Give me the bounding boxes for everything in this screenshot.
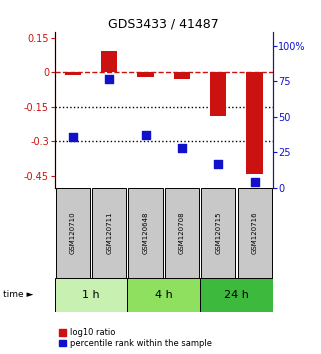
Bar [201, 188, 235, 278]
Bar [92, 188, 126, 278]
Legend: log10 ratio, percentile rank within the sample: log10 ratio, percentile rank within the … [59, 329, 212, 348]
Bar [101, 51, 117, 72]
Bar [210, 72, 226, 116]
Point [216, 161, 221, 166]
Text: GSM120716: GSM120716 [252, 211, 258, 254]
Text: 1 h: 1 h [82, 290, 100, 300]
Text: time ►: time ► [3, 290, 34, 299]
Bar [65, 72, 81, 75]
Bar [247, 72, 263, 174]
Text: GSM120708: GSM120708 [179, 211, 185, 254]
Point [252, 179, 257, 185]
Bar [137, 72, 154, 77]
Text: 4 h: 4 h [155, 290, 173, 300]
Bar [128, 188, 163, 278]
Point [179, 145, 185, 151]
Bar [127, 278, 200, 312]
Point [143, 132, 148, 138]
Bar [174, 72, 190, 79]
Text: GSM120711: GSM120711 [106, 211, 112, 254]
Text: GSM120715: GSM120715 [215, 211, 221, 254]
Point [107, 76, 112, 81]
Bar [238, 188, 272, 278]
Text: GSM120648: GSM120648 [143, 211, 149, 254]
Bar [200, 278, 273, 312]
Bar [165, 188, 199, 278]
Text: GSM120710: GSM120710 [70, 211, 76, 254]
Bar [55, 278, 127, 312]
Text: 24 h: 24 h [224, 290, 249, 300]
Title: GDS3433 / 41487: GDS3433 / 41487 [108, 18, 219, 31]
Point [70, 134, 75, 139]
Bar [56, 188, 90, 278]
